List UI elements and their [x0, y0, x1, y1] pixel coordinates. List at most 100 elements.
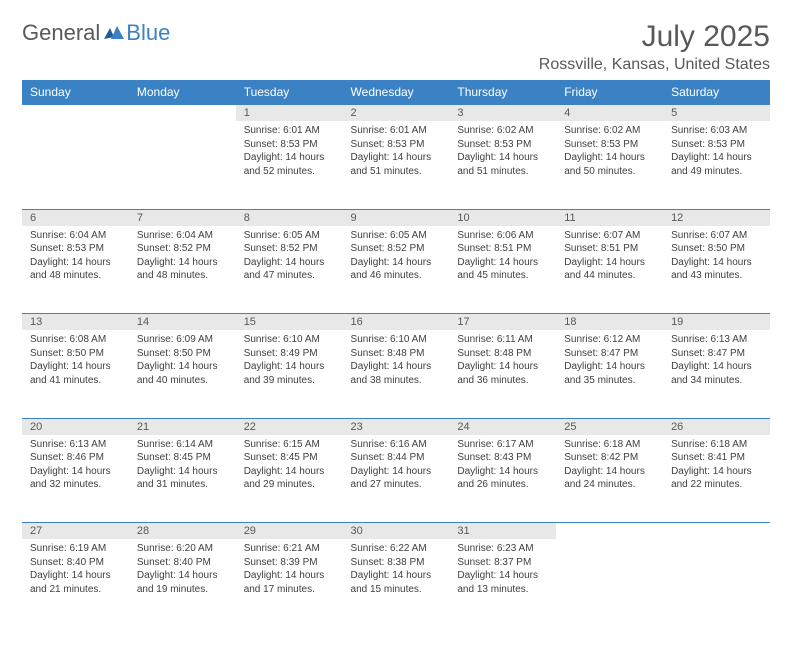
- day-number: 24: [449, 419, 556, 435]
- week-content-row: Sunrise: 6:13 AMSunset: 8:46 PMDaylight:…: [22, 435, 770, 523]
- day-details: Sunrise: 6:23 AMSunset: 8:37 PMDaylight:…: [449, 539, 556, 602]
- sunset-line: Sunset: 8:39 PM: [244, 556, 335, 570]
- sunset-line: Sunset: 8:52 PM: [244, 242, 335, 256]
- daylight-line: Daylight: 14 hours and 26 minutes.: [457, 465, 548, 492]
- day-number-cell: 14: [129, 314, 236, 331]
- day-cell: Sunrise: 6:19 AMSunset: 8:40 PMDaylight:…: [22, 539, 129, 627]
- day-number-cell: 6: [22, 209, 129, 226]
- day-number-cell: 17: [449, 314, 556, 331]
- daylight-line: Daylight: 14 hours and 31 minutes.: [137, 465, 228, 492]
- sunrise-line: Sunrise: 6:01 AM: [244, 124, 335, 138]
- day-number-cell: 5: [663, 105, 770, 122]
- day-details: Sunrise: 6:16 AMSunset: 8:44 PMDaylight:…: [343, 435, 450, 498]
- day-cell: Sunrise: 6:07 AMSunset: 8:50 PMDaylight:…: [663, 226, 770, 314]
- day-number: 14: [129, 314, 236, 330]
- week-number-row: 13141516171819: [22, 314, 770, 331]
- sunrise-line: Sunrise: 6:10 AM: [351, 333, 442, 347]
- sunrise-line: Sunrise: 6:19 AM: [30, 542, 121, 556]
- day-details: Sunrise: 6:05 AMSunset: 8:52 PMDaylight:…: [236, 226, 343, 289]
- weekday-header: Sunday: [22, 80, 129, 105]
- day-details: Sunrise: 6:06 AMSunset: 8:51 PMDaylight:…: [449, 226, 556, 289]
- sunrise-line: Sunrise: 6:07 AM: [564, 229, 655, 243]
- daylight-line: Daylight: 14 hours and 17 minutes.: [244, 569, 335, 596]
- day-number: 9: [343, 210, 450, 226]
- day-cell: [22, 121, 129, 209]
- daylight-line: Daylight: 14 hours and 48 minutes.: [30, 256, 121, 283]
- day-number: 21: [129, 419, 236, 435]
- day-details: Sunrise: 6:03 AMSunset: 8:53 PMDaylight:…: [663, 121, 770, 184]
- week-number-row: 6789101112: [22, 209, 770, 226]
- day-number: 17: [449, 314, 556, 330]
- week-content-row: Sunrise: 6:01 AMSunset: 8:53 PMDaylight:…: [22, 121, 770, 209]
- week-number-row: 20212223242526: [22, 418, 770, 435]
- daylight-line: Daylight: 14 hours and 19 minutes.: [137, 569, 228, 596]
- day-number: [129, 105, 236, 121]
- daylight-line: Daylight: 14 hours and 36 minutes.: [457, 360, 548, 387]
- day-number-cell: 22: [236, 418, 343, 435]
- sunset-line: Sunset: 8:49 PM: [244, 347, 335, 361]
- day-number-cell: 13: [22, 314, 129, 331]
- sunset-line: Sunset: 8:51 PM: [457, 242, 548, 256]
- day-number-cell: 29: [236, 523, 343, 540]
- day-number: 13: [22, 314, 129, 330]
- logo-text-blue: Blue: [126, 20, 170, 46]
- page-header: General Blue July 2025 Rossville, Kansas…: [22, 20, 770, 74]
- sunrise-line: Sunrise: 6:05 AM: [244, 229, 335, 243]
- day-number: [556, 523, 663, 539]
- sunrise-line: Sunrise: 6:18 AM: [671, 438, 762, 452]
- day-details: Sunrise: 6:01 AMSunset: 8:53 PMDaylight:…: [236, 121, 343, 184]
- sunrise-line: Sunrise: 6:02 AM: [457, 124, 548, 138]
- day-cell: Sunrise: 6:15 AMSunset: 8:45 PMDaylight:…: [236, 435, 343, 523]
- day-number-cell: 28: [129, 523, 236, 540]
- daylight-line: Daylight: 14 hours and 41 minutes.: [30, 360, 121, 387]
- weekday-header: Tuesday: [236, 80, 343, 105]
- day-cell: Sunrise: 6:10 AMSunset: 8:48 PMDaylight:…: [343, 330, 450, 418]
- weekday-header: Friday: [556, 80, 663, 105]
- daylight-line: Daylight: 14 hours and 24 minutes.: [564, 465, 655, 492]
- logo-flag-icon: [104, 25, 124, 41]
- daylight-line: Daylight: 14 hours and 38 minutes.: [351, 360, 442, 387]
- day-number: 31: [449, 523, 556, 539]
- sunset-line: Sunset: 8:51 PM: [564, 242, 655, 256]
- daylight-line: Daylight: 14 hours and 45 minutes.: [457, 256, 548, 283]
- weekday-header: Thursday: [449, 80, 556, 105]
- sunset-line: Sunset: 8:48 PM: [457, 347, 548, 361]
- day-details: Sunrise: 6:13 AMSunset: 8:47 PMDaylight:…: [663, 330, 770, 393]
- sunrise-line: Sunrise: 6:20 AM: [137, 542, 228, 556]
- sunset-line: Sunset: 8:47 PM: [564, 347, 655, 361]
- day-cell: Sunrise: 6:05 AMSunset: 8:52 PMDaylight:…: [236, 226, 343, 314]
- day-cell: Sunrise: 6:13 AMSunset: 8:47 PMDaylight:…: [663, 330, 770, 418]
- day-number: 1: [236, 105, 343, 121]
- day-number: [22, 105, 129, 121]
- logo-text-general: General: [22, 20, 100, 46]
- sunset-line: Sunset: 8:44 PM: [351, 451, 442, 465]
- daylight-line: Daylight: 14 hours and 46 minutes.: [351, 256, 442, 283]
- day-number: 18: [556, 314, 663, 330]
- day-number: 2: [343, 105, 450, 121]
- day-number: 3: [449, 105, 556, 121]
- day-number: 6: [22, 210, 129, 226]
- day-number-cell: 27: [22, 523, 129, 540]
- daylight-line: Daylight: 14 hours and 43 minutes.: [671, 256, 762, 283]
- day-cell: Sunrise: 6:14 AMSunset: 8:45 PMDaylight:…: [129, 435, 236, 523]
- sunrise-line: Sunrise: 6:14 AM: [137, 438, 228, 452]
- day-number-cell: 7: [129, 209, 236, 226]
- day-details: Sunrise: 6:04 AMSunset: 8:53 PMDaylight:…: [22, 226, 129, 289]
- day-cell: Sunrise: 6:02 AMSunset: 8:53 PMDaylight:…: [556, 121, 663, 209]
- sunset-line: Sunset: 8:38 PM: [351, 556, 442, 570]
- day-number-cell: 30: [343, 523, 450, 540]
- sunset-line: Sunset: 8:50 PM: [671, 242, 762, 256]
- day-number-cell: [556, 523, 663, 540]
- daylight-line: Daylight: 14 hours and 27 minutes.: [351, 465, 442, 492]
- sunset-line: Sunset: 8:53 PM: [564, 138, 655, 152]
- day-number: 11: [556, 210, 663, 226]
- weekday-header: Saturday: [663, 80, 770, 105]
- day-number: 16: [343, 314, 450, 330]
- day-details: Sunrise: 6:10 AMSunset: 8:48 PMDaylight:…: [343, 330, 450, 393]
- day-number: 22: [236, 419, 343, 435]
- day-number-cell: 2: [343, 105, 450, 122]
- day-cell: Sunrise: 6:04 AMSunset: 8:52 PMDaylight:…: [129, 226, 236, 314]
- sunset-line: Sunset: 8:37 PM: [457, 556, 548, 570]
- sunrise-line: Sunrise: 6:13 AM: [30, 438, 121, 452]
- sunset-line: Sunset: 8:53 PM: [457, 138, 548, 152]
